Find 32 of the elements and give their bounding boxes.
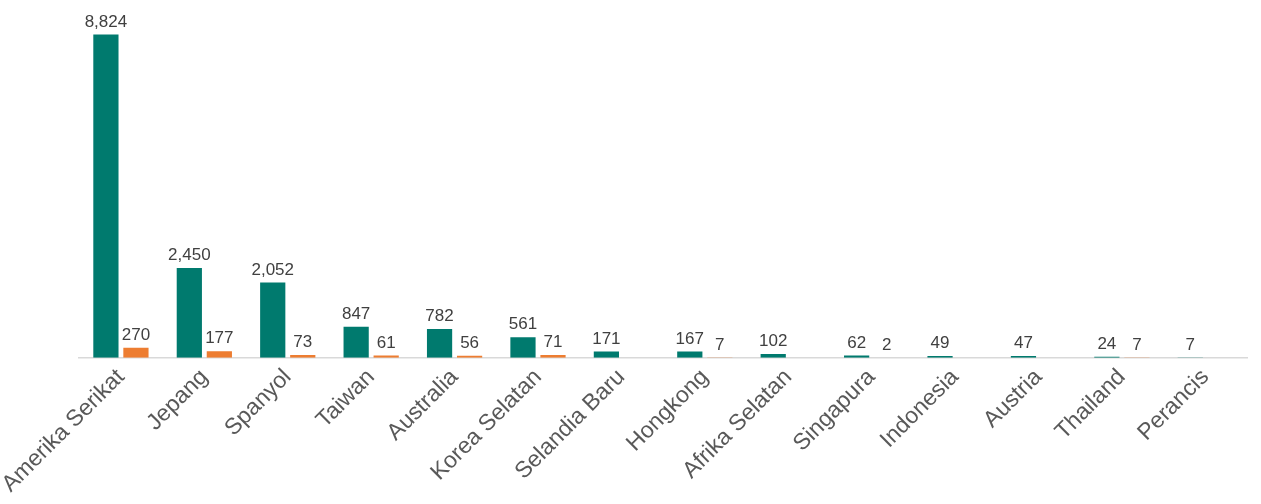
data-label: 7 xyxy=(1185,334,1196,354)
bar xyxy=(123,347,149,358)
data-label: 56 xyxy=(460,332,480,352)
data-label: 177 xyxy=(205,328,234,348)
bar xyxy=(343,326,369,358)
data-label: 270 xyxy=(121,325,151,344)
data-label: 171 xyxy=(592,328,621,348)
data-label: 71 xyxy=(543,332,563,352)
data-label: 2 xyxy=(881,334,892,354)
bar xyxy=(260,282,286,358)
data-label: 561 xyxy=(508,314,538,334)
data-label: 8,824 xyxy=(84,11,128,31)
bar xyxy=(593,351,619,358)
data-label: 47 xyxy=(1013,333,1033,353)
data-label: 2,450 xyxy=(168,245,211,265)
data-label: 62 xyxy=(847,332,867,352)
data-label: 7 xyxy=(715,334,725,354)
data-label: 847 xyxy=(341,303,371,323)
bar xyxy=(206,351,232,358)
data-label: 102 xyxy=(759,331,788,351)
bar xyxy=(426,329,453,358)
data-label: 61 xyxy=(376,332,396,352)
data-label: 24 xyxy=(1097,334,1117,354)
data-label: 167 xyxy=(675,328,704,348)
data-label: 7 xyxy=(1132,334,1142,354)
data-label: 49 xyxy=(930,333,950,353)
bar xyxy=(510,337,536,358)
data-label: 782 xyxy=(425,306,454,326)
data-label: 73 xyxy=(293,332,313,352)
data-label: 2,052 xyxy=(251,259,295,279)
bar xyxy=(93,34,119,358)
bar xyxy=(176,267,202,358)
